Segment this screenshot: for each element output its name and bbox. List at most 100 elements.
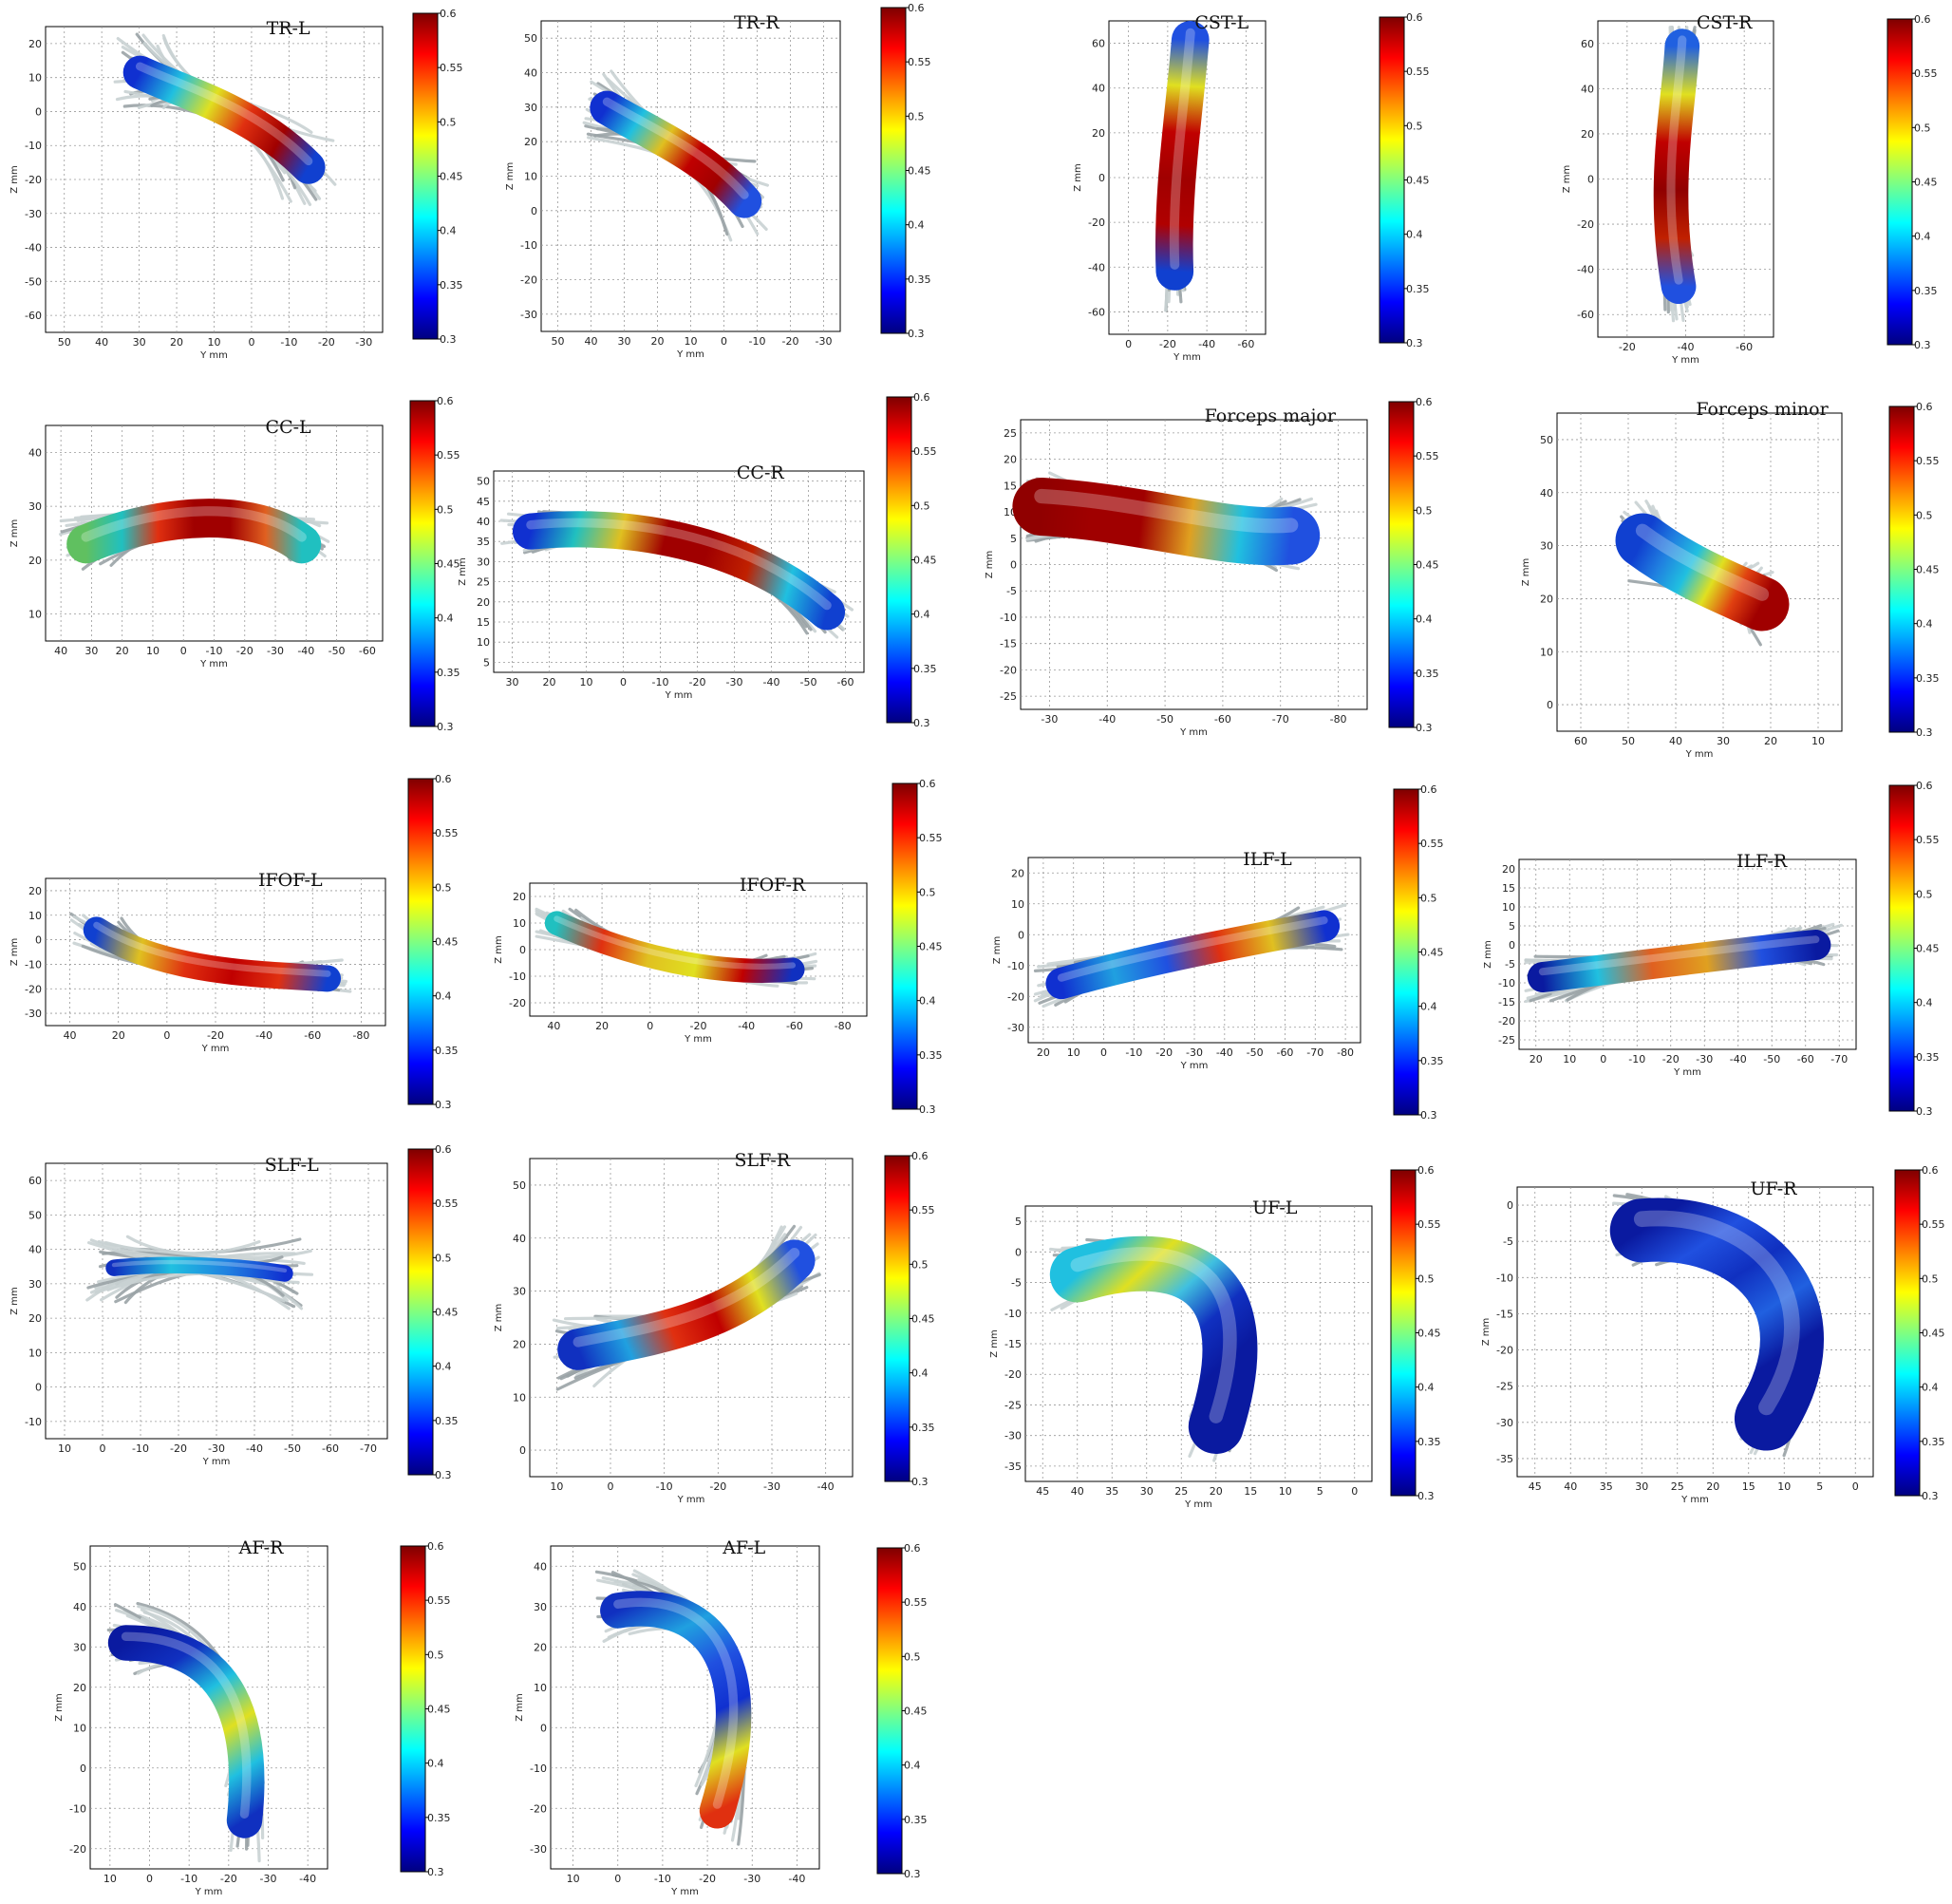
y-axis-label: Z mm <box>1562 165 1572 194</box>
x-tick-label: -30 <box>267 645 284 657</box>
colorbar-tick-label: 0.6 <box>1420 783 1437 796</box>
colorbar-tick-label: 0.55 <box>440 62 463 74</box>
x-tick-label: -20 <box>207 1029 224 1042</box>
fa-tube <box>1045 910 1341 1000</box>
y-axis-label: Z mm <box>494 1304 504 1332</box>
colorbar-tick-label: 0.5 <box>1417 1272 1435 1285</box>
colorbar-tick-label: 0.4 <box>1916 618 1933 631</box>
y-tick-label: 5 <box>1010 533 1017 545</box>
colorbar-tick-label: 0.35 <box>1417 1436 1441 1448</box>
y-tick-label: 10 <box>28 1347 42 1359</box>
x-tick-label: 0 <box>721 335 727 348</box>
y-tick-label: -60 <box>25 310 42 322</box>
x-tick-label: -40 <box>255 1029 272 1042</box>
x-tick-label: -20 <box>709 1480 726 1493</box>
y-tick-label: 10 <box>524 171 537 183</box>
y-tick-label: 40 <box>1581 83 1594 95</box>
x-tick-label: 0 <box>100 1442 106 1455</box>
x-tick-label: 20 <box>1037 1046 1050 1059</box>
x-tick-label: 25 <box>1671 1480 1684 1493</box>
y-tick-label: 20 <box>534 1641 547 1653</box>
panel-title: IFOF-L <box>258 870 323 891</box>
y-axis-label: Z mm <box>1073 163 1083 192</box>
x-tick-label: 20 <box>543 676 556 688</box>
colorbar-tick-label: 0.5 <box>1922 1272 1939 1285</box>
x-axis-label: Y mm <box>1173 352 1201 363</box>
x-tick-label: -80 <box>835 1020 852 1032</box>
x-tick-label: -60 <box>1214 713 1231 726</box>
y-tick-label: 10 <box>1011 898 1024 911</box>
colorbar-tick-label: 0.45 <box>1922 1328 1945 1340</box>
colorbar-tick-label: 0.55 <box>1406 66 1430 78</box>
colorbar-tick-label: 0.6 <box>427 1540 444 1553</box>
y-tick-label: 20 <box>28 555 42 567</box>
x-tick-label: -70 <box>1830 1053 1848 1065</box>
x-tick-label: 15 <box>1244 1485 1257 1498</box>
colorbar-tick-label: 0.45 <box>1420 947 1444 959</box>
y-tick-label: -20 <box>1088 217 1105 229</box>
colorbar-tick-label: 0.55 <box>913 445 937 458</box>
colorbar-tick-label: 0.35 <box>1914 285 1938 297</box>
x-tick-label: 10 <box>1777 1480 1791 1493</box>
x-axis-label: Y mm <box>201 1044 230 1054</box>
y-tick-label: 0 <box>1547 699 1553 711</box>
x-tick-label: 40 <box>1071 1485 1084 1498</box>
colorbar-tick-label: 0.45 <box>904 1706 928 1718</box>
panel-forceps-major: -30 -40 -50 -60 -70 -802520151050-5-10-15-20-… <box>985 396 1439 738</box>
x-tick-label: -40 <box>297 645 314 657</box>
x-tick-label: 10 <box>550 1480 563 1493</box>
y-tick-label: 20 <box>524 136 537 148</box>
x-tick-label: 0 <box>647 1020 653 1032</box>
colorbar-tick-label: 0.3 <box>437 721 454 733</box>
colorbar-tick-label: 0.45 <box>427 1704 451 1716</box>
colorbar-tick-label: 0.6 <box>1417 1164 1435 1177</box>
colorbar-tick-label: 0.45 <box>435 1307 459 1319</box>
y-tick-label: 10 <box>73 1722 86 1734</box>
y-tick-label: 20 <box>477 596 490 609</box>
y-tick-label: 50 <box>477 476 490 488</box>
y-tick-label: 0 <box>1010 559 1017 572</box>
y-tick-label: 0 <box>540 1722 547 1734</box>
x-tick-label: -30 <box>763 1480 780 1493</box>
colorbar-tick-label: 0.5 <box>440 116 457 128</box>
y-tick-label: 20 <box>1011 867 1024 879</box>
colorbar-tick-label: 0.35 <box>427 1812 451 1824</box>
x-tick-label: 40 <box>95 336 108 349</box>
colorbar: 0.6 0.55 0.5 0.45 0.4 0.35 0.3 <box>1886 13 1938 351</box>
colorbar-tick-label: 0.55 <box>911 1204 935 1216</box>
colorbar-tick-label: 0.55 <box>1420 838 1444 850</box>
x-axis-label: Y mm <box>1184 1499 1212 1510</box>
colorbar-tick-label: 0.3 <box>908 328 925 340</box>
y-tick-label: 15 <box>1004 480 1017 492</box>
x-tick-label: -10 <box>654 1873 671 1885</box>
y-axis-label: Z mm <box>9 165 20 194</box>
panel-title: AF-R <box>238 1537 284 1558</box>
colorbar-tick-label: 0.6 <box>435 1143 452 1156</box>
colorbar-tick-label: 0.35 <box>1922 1436 1945 1448</box>
fa-tube <box>1653 28 1700 305</box>
y-tick-label: 10 <box>28 72 42 85</box>
x-tick-label: -60 <box>322 1442 339 1455</box>
colorbar-tick-label: 0.35 <box>1916 672 1940 685</box>
colorbar-tick-label: 0.3 <box>1420 1109 1437 1122</box>
panel-title: TR-R <box>734 12 779 33</box>
x-axis-label: Y mm <box>676 349 704 360</box>
colorbar-tick-label: 0.55 <box>1417 1218 1441 1231</box>
fa-tube <box>1154 20 1210 291</box>
x-tick-label: -30 <box>355 336 372 349</box>
x-tick-label: 10 <box>208 336 221 349</box>
colorbar-tick-label: 0.55 <box>908 56 931 68</box>
panel-slf-l: 10 0 -10 -20 -30 -40 -50 -60 -70 60 50 40 30 20 10 0 -10… <box>9 1143 459 1481</box>
y-tick-label: -10 <box>1496 1272 1513 1284</box>
y-tick-label: 0 <box>1018 929 1024 941</box>
x-tick-label: -10 <box>280 336 297 349</box>
x-tick-label: -30 <box>260 1873 277 1885</box>
y-tick-label: -15 <box>1496 1308 1513 1320</box>
panel-ifof-l: 40 20 0 -20 -40 -60 -80 20 10 0 -10 -20 -30 Y mm Z mm I… <box>9 773 459 1111</box>
y-tick-label: 0 <box>1509 939 1515 952</box>
y-axis-label: Z mm <box>1481 1318 1492 1347</box>
colorbar: 0.6 0.55 0.5 0.45 0.4 0.35 0.3 <box>409 395 460 733</box>
x-tick-label: 15 <box>1742 1480 1755 1493</box>
y-tick-label: -20 <box>1498 1015 1515 1027</box>
x-tick-label: -30 <box>208 1442 225 1455</box>
